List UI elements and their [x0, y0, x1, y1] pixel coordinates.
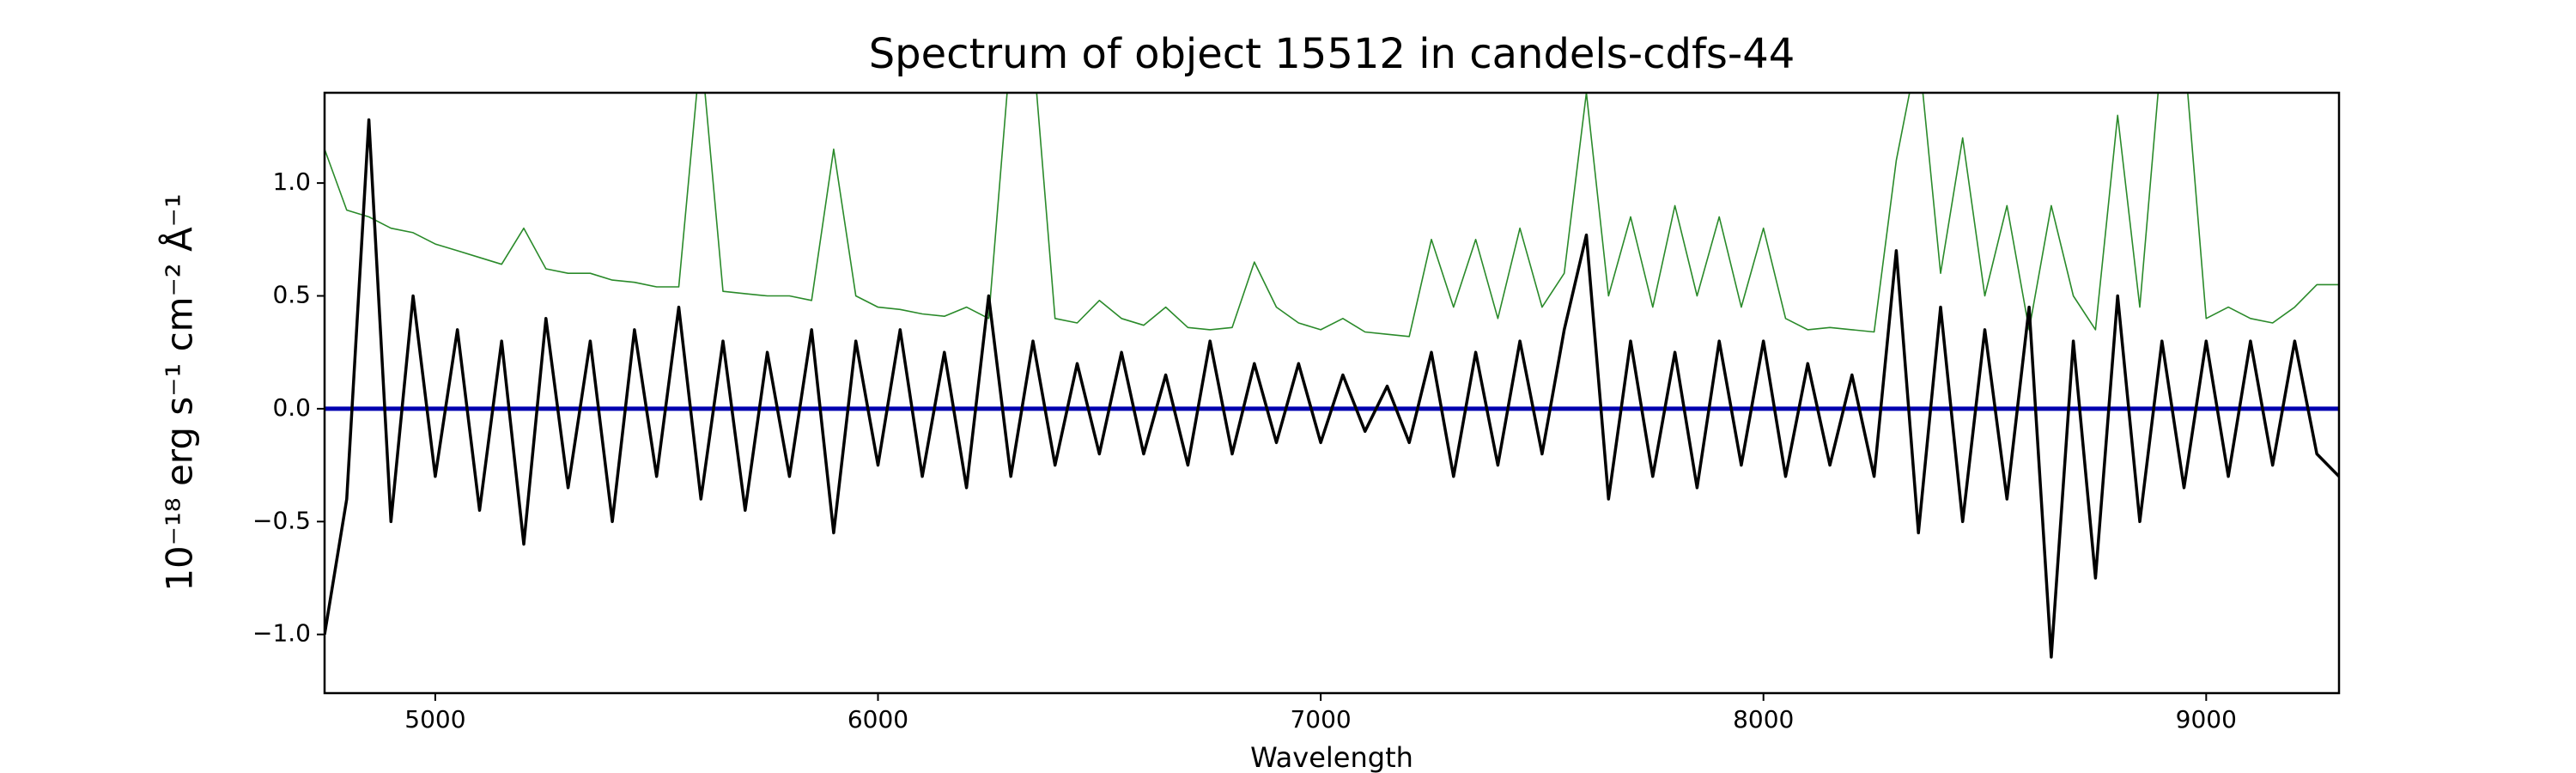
x-tick-label: 5000: [404, 705, 465, 733]
y-tick-label: −1.0: [252, 619, 311, 648]
y-axis-label: 10⁻¹⁸ erg s⁻¹ cm⁻² Å⁻¹: [158, 193, 201, 591]
spectrum-line: [325, 118, 2339, 659]
y-tick-label: 0.0: [272, 393, 311, 422]
plot-lines: [325, 93, 2339, 659]
x-tick-label: 8000: [1733, 705, 1794, 733]
x-tick-label: 7000: [1290, 705, 1351, 733]
x-axis-label: Wavelength: [1250, 741, 1413, 773]
y-tick-label: 0.5: [272, 281, 311, 309]
spectrum-line: [325, 93, 2339, 338]
x-tick-label: 6000: [848, 705, 908, 733]
y-tick-label: 1.0: [272, 167, 311, 196]
y-tick-label: −0.5: [252, 506, 311, 534]
plot-frame: [323, 91, 2341, 695]
x-tick-label: 9000: [2176, 705, 2237, 733]
chart-title: Spectrum of object 15512 in candels-cdfs…: [869, 30, 1795, 78]
